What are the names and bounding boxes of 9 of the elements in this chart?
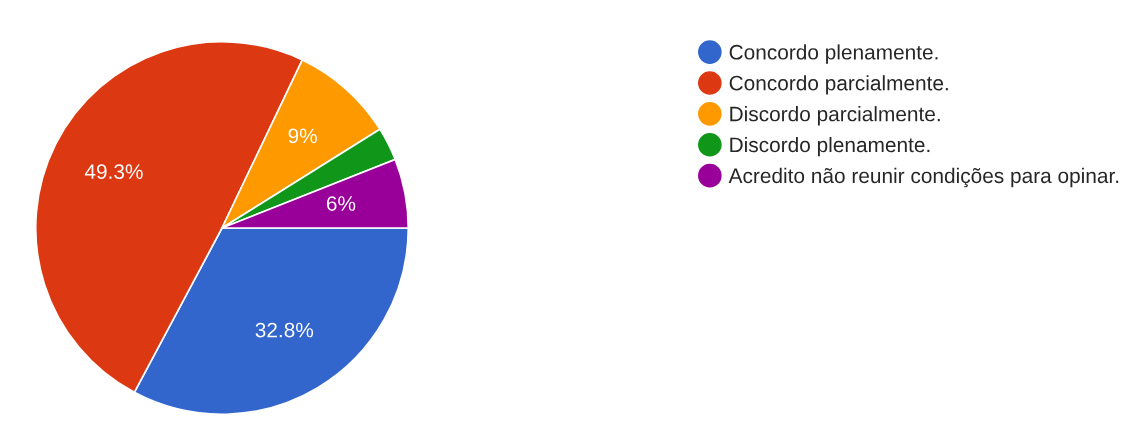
data-label: 49.3% [84, 164, 143, 179]
legend-label: Concordo parcialmente. [729, 75, 948, 95]
legend-label: Acredito não reunir condições para opinar. [728, 167, 1119, 188]
legend-label: Concordo plenamente. [729, 44, 938, 64]
legend-label: Discordo plenamente. [730, 136, 930, 157]
data-label: 6% [326, 196, 356, 211]
data-label: 32.8% [255, 322, 314, 338]
legend-label: Discordo parcialmente. [730, 106, 940, 126]
data-label: 9% [288, 128, 317, 144]
